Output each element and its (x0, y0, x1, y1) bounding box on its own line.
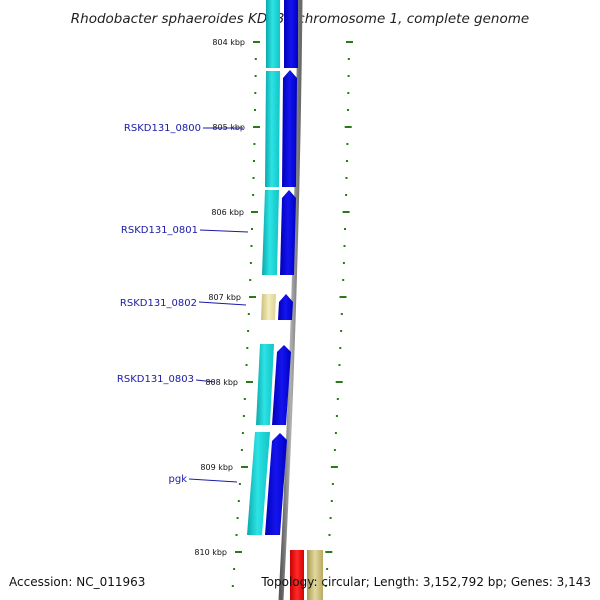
gene-label-line-0801 (199, 229, 249, 233)
nucleotide-feature-pgk (247, 432, 270, 535)
gene-labels: RSKD131_0800 RSKD131_0801 RSKD131_0802 R… (117, 123, 249, 485)
gene-label-line-0803 (195, 379, 216, 383)
ruler-label-807: 807 kbp (208, 293, 241, 302)
accession-text: Accession: NC_011963 (9, 575, 145, 589)
nucleotide-feature-0802 (261, 294, 276, 320)
gene-label-0802[interactable]: RSKD131_0802 (120, 298, 197, 309)
nucleotide-feature-0803 (256, 344, 274, 425)
gene-label-0803[interactable]: RSKD131_0803 (117, 374, 194, 385)
outer-tick-marks (324, 41, 353, 587)
nucleotide-feature-0800b (265, 71, 280, 187)
gene-label-pgk[interactable]: pgk (169, 474, 188, 485)
gene-label-line-pgk (188, 478, 238, 483)
gene-label-line-0802 (198, 301, 247, 306)
protein-feature-0802 (278, 294, 293, 320)
ruler-label-808: 808 kbp (205, 378, 238, 387)
nucleotide-features (247, 0, 280, 535)
protein-features (265, 0, 298, 535)
gene-label-0800[interactable]: RSKD131_0800 (124, 123, 201, 134)
ruler-label-809: 809 kbp (200, 463, 233, 472)
other-features (290, 550, 323, 600)
nucleotide-feature-0801 (262, 190, 279, 275)
protein-feature-0799 (284, 0, 298, 68)
protein-feature-pgk (265, 433, 287, 535)
tan-feature (307, 550, 323, 600)
red-feature (290, 550, 304, 600)
scale-ruler: 804 kbp 805 kbp 806 kbp 807 kbp 808 kbp … (194, 38, 260, 557)
ruler-label-810: 810 kbp (194, 548, 227, 557)
ruler-label-806: 806 kbp (211, 208, 244, 217)
protein-feature-0801 (280, 190, 296, 275)
nucleotide-feature-0800 (266, 0, 280, 68)
chromosome-backbone (278, 0, 303, 600)
inner-tick-marks (231, 58, 257, 587)
protein-feature-0800 (282, 70, 297, 187)
protein-feature-0803 (272, 345, 291, 425)
gene-label-0801[interactable]: RSKD131_0801 (121, 225, 198, 236)
topology-summary: Topology: circular; Length: 3,152,792 bp… (260, 575, 591, 589)
ruler-label-804: 804 kbp (212, 38, 245, 47)
